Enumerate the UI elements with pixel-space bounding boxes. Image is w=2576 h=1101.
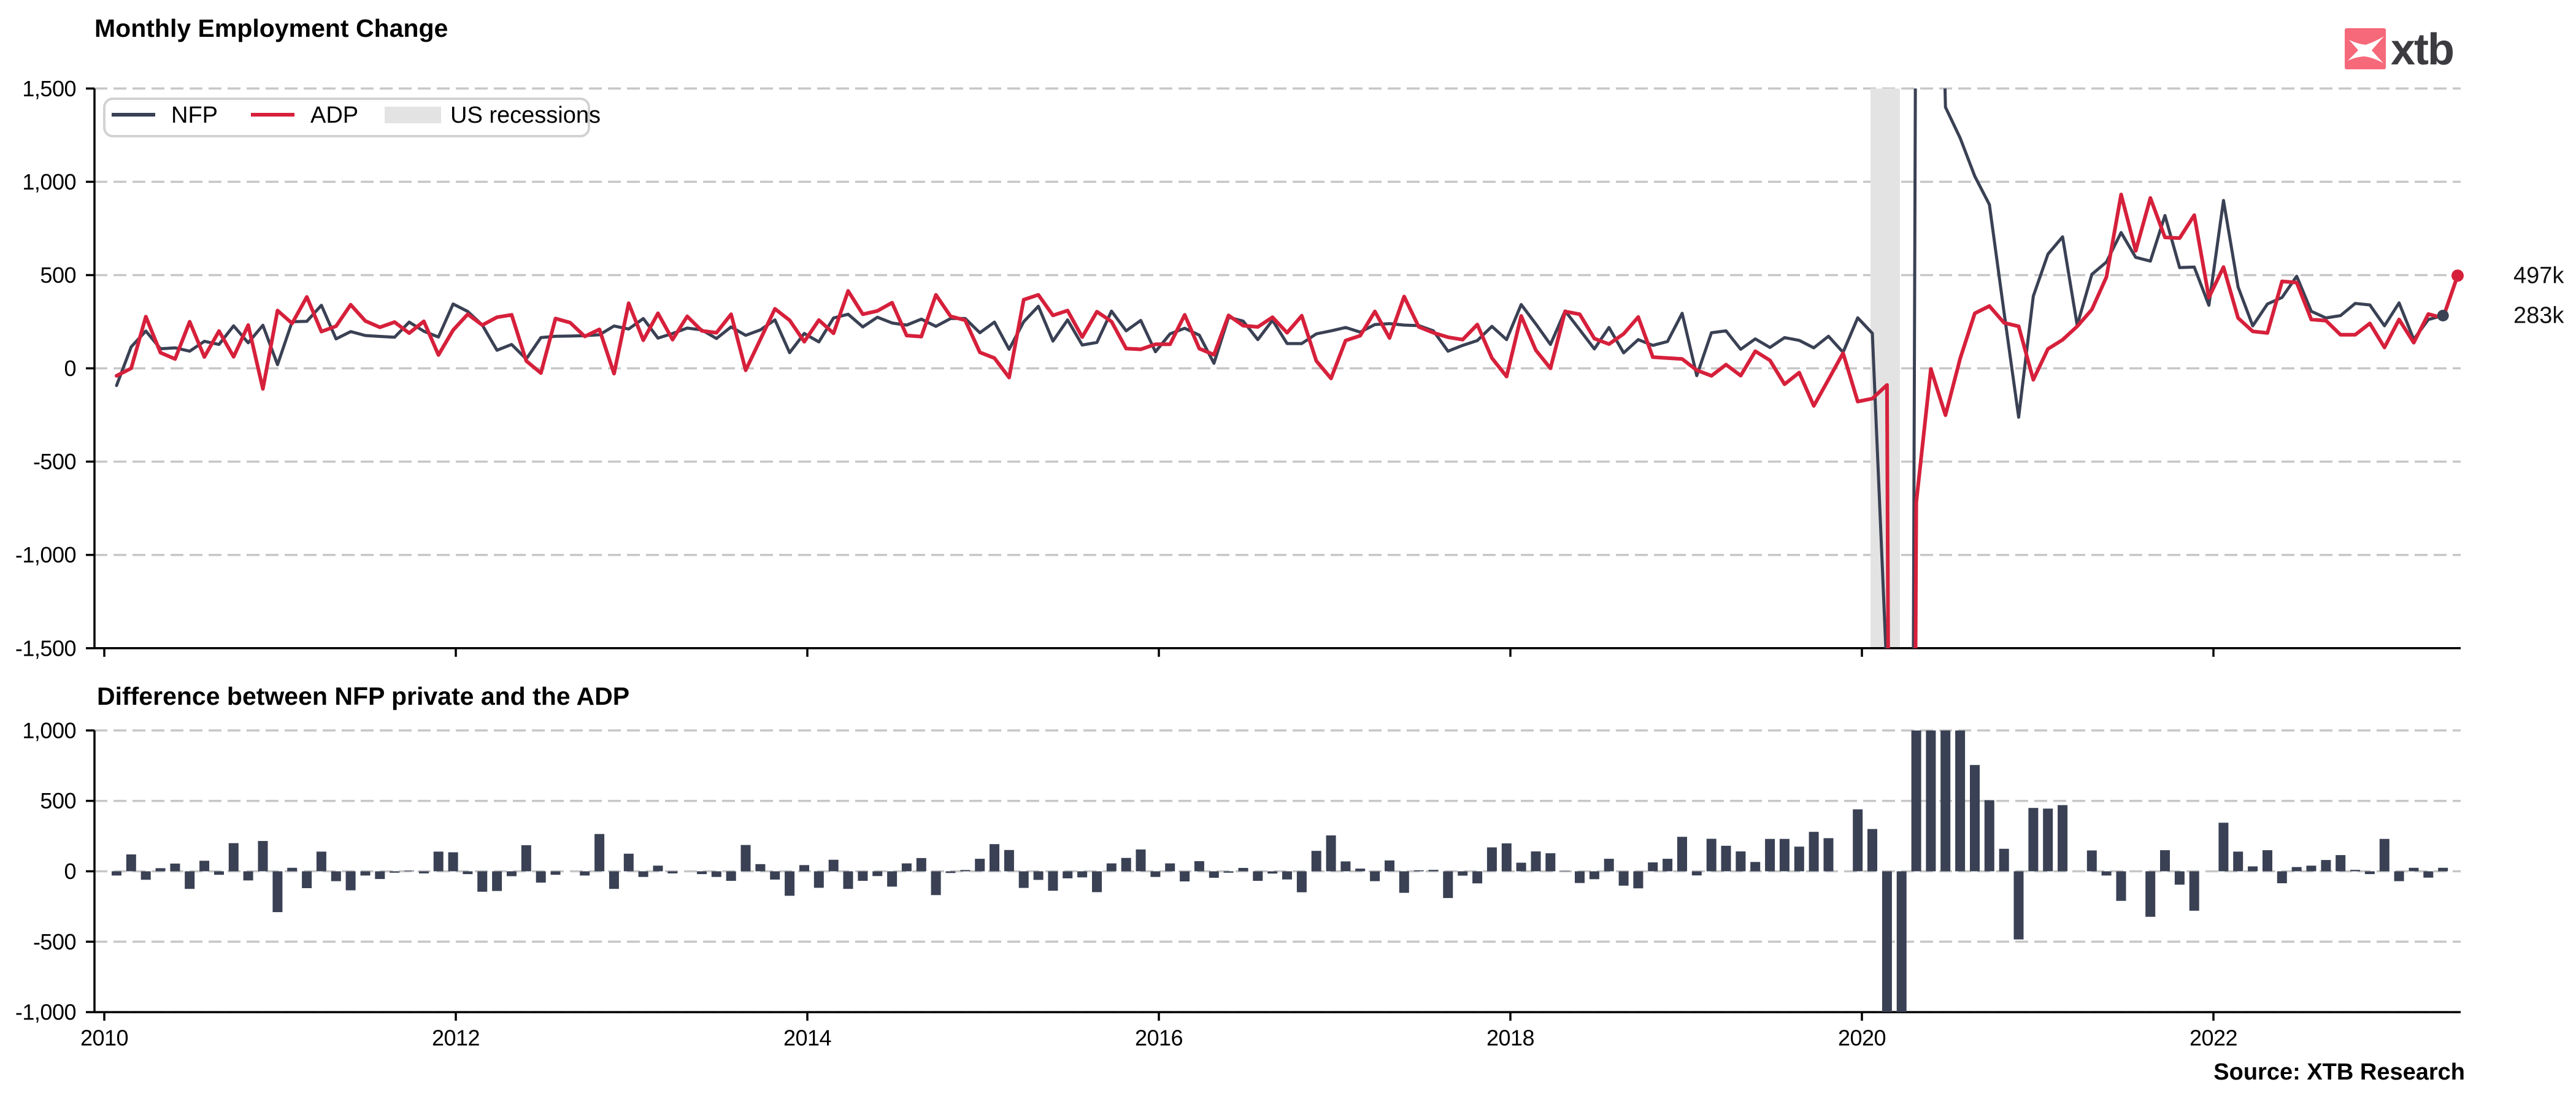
svg-text:1,000: 1,000: [22, 718, 76, 743]
svg-text:Monthly Employment Change: Monthly Employment Change: [94, 14, 448, 42]
svg-text:Source: XTB Research: Source: XTB Research: [2213, 1059, 2465, 1085]
svg-text:1,000: 1,000: [22, 169, 76, 194]
svg-text:-500: -500: [33, 929, 76, 954]
svg-text:US recessions: US recessions: [450, 102, 601, 128]
svg-text:Difference between NFP private: Difference between NFP private and the A…: [97, 682, 629, 710]
svg-text:500: 500: [40, 788, 76, 813]
svg-text:-1,000: -1,000: [15, 1000, 76, 1025]
svg-text:xtb: xtb: [2391, 25, 2453, 74]
svg-text:2018: 2018: [1486, 1026, 1534, 1051]
svg-text:2014: 2014: [783, 1026, 831, 1051]
svg-text:0: 0: [64, 859, 76, 884]
svg-text:283k: 283k: [2513, 303, 2564, 329]
svg-text:0: 0: [64, 356, 76, 381]
svg-text:2010: 2010: [80, 1026, 128, 1051]
svg-text:NFP: NFP: [171, 102, 218, 128]
svg-text:2020: 2020: [1838, 1026, 1886, 1051]
svg-text:-1,500: -1,500: [15, 635, 76, 661]
svg-text:-500: -500: [33, 449, 76, 474]
svg-text:1,500: 1,500: [22, 76, 76, 101]
svg-text:2016: 2016: [1135, 1026, 1183, 1051]
svg-text:ADP: ADP: [310, 102, 358, 128]
svg-text:2012: 2012: [432, 1026, 480, 1051]
svg-text:-1,000: -1,000: [15, 542, 76, 567]
svg-text:2022: 2022: [2190, 1026, 2237, 1051]
svg-text:497k: 497k: [2513, 263, 2564, 288]
svg-text:500: 500: [40, 263, 76, 288]
